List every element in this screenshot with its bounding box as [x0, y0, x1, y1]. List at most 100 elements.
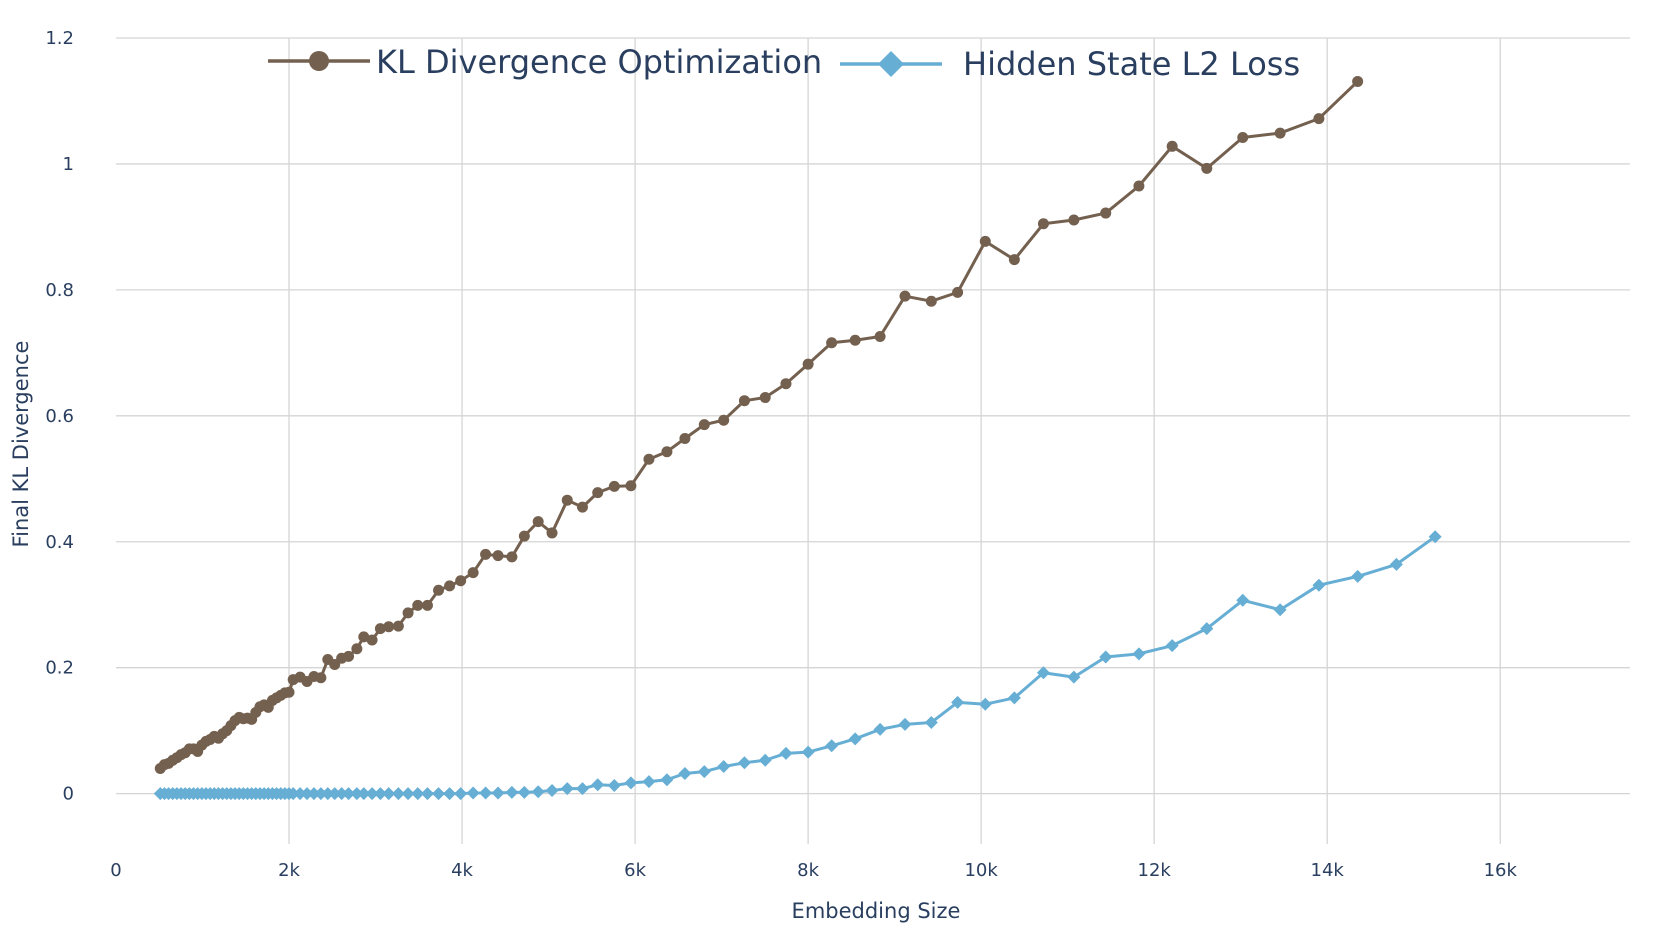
data-point[interactable]: [952, 286, 964, 298]
data-point[interactable]: [506, 551, 518, 563]
data-point[interactable]: [1237, 131, 1249, 143]
data-point[interactable]: [592, 487, 604, 499]
data-point[interactable]: [1273, 603, 1287, 617]
data-point[interactable]: [1166, 140, 1178, 152]
data-point[interactable]: [455, 575, 467, 587]
data-point[interactable]: [491, 786, 505, 800]
data-point[interactable]: [357, 787, 371, 801]
data-point[interactable]: [1067, 670, 1081, 684]
data-point[interactable]: [825, 739, 839, 753]
data-point[interactable]: [978, 697, 992, 711]
data-point[interactable]: [661, 446, 673, 458]
data-point[interactable]: [561, 494, 573, 506]
data-point[interactable]: [759, 392, 771, 404]
data-point[interactable]: [924, 715, 938, 729]
data-point[interactable]: [401, 787, 415, 801]
data-point[interactable]: [873, 722, 887, 736]
data-point[interactable]: [443, 787, 457, 801]
data-point[interactable]: [479, 786, 493, 800]
data-point[interactable]: [779, 746, 793, 760]
data-point[interactable]: [679, 432, 691, 444]
data-point[interactable]: [591, 778, 605, 792]
data-point[interactable]: [576, 501, 588, 513]
data-point[interactable]: [925, 295, 937, 307]
data-point[interactable]: [1274, 127, 1286, 139]
legend-item-kl[interactable]: KL Divergence Optimization: [268, 43, 822, 81]
data-point[interactable]: [467, 567, 479, 579]
data-point[interactable]: [343, 650, 355, 662]
data-point[interactable]: [546, 527, 558, 539]
data-point[interactable]: [286, 787, 300, 801]
data-point[interactable]: [328, 787, 342, 801]
data-point[interactable]: [1428, 530, 1442, 544]
data-point[interactable]: [374, 623, 386, 635]
data-point[interactable]: [321, 787, 335, 801]
data-point[interactable]: [607, 778, 621, 792]
data-point[interactable]: [826, 337, 838, 349]
data-point[interactable]: [433, 584, 445, 596]
data-point[interactable]: [466, 786, 480, 800]
data-point[interactable]: [608, 480, 620, 492]
data-point[interactable]: [373, 787, 387, 801]
data-point[interactable]: [314, 787, 328, 801]
data-point[interactable]: [698, 419, 710, 431]
data-point[interactable]: [737, 756, 751, 770]
data-point[interactable]: [660, 773, 674, 787]
data-point[interactable]: [518, 530, 530, 542]
data-point[interactable]: [545, 783, 559, 797]
data-point[interactable]: [454, 787, 468, 801]
data-point[interactable]: [421, 599, 433, 611]
data-point[interactable]: [283, 686, 295, 698]
data-point[interactable]: [1133, 180, 1145, 192]
data-point[interactable]: [899, 290, 911, 302]
data-point[interactable]: [342, 787, 356, 801]
data-point[interactable]: [874, 330, 886, 342]
data-point[interactable]: [382, 787, 396, 801]
data-point[interactable]: [738, 395, 750, 407]
data-point[interactable]: [358, 631, 370, 643]
data-point[interactable]: [560, 782, 574, 796]
data-point[interactable]: [643, 453, 655, 465]
data-point[interactable]: [480, 548, 492, 560]
data-point[interactable]: [293, 787, 307, 801]
data-point[interactable]: [979, 235, 991, 247]
data-point[interactable]: [1236, 593, 1250, 607]
data-point[interactable]: [1037, 218, 1049, 230]
data-point[interactable]: [350, 787, 364, 801]
data-point[interactable]: [351, 643, 363, 655]
data-point[interactable]: [412, 599, 424, 611]
data-point[interactable]: [1068, 214, 1080, 226]
legend-item-l2[interactable]: Hidden State L2 Loss: [840, 45, 1300, 83]
data-point[interactable]: [1200, 622, 1214, 636]
data-point[interactable]: [505, 785, 519, 799]
data-point[interactable]: [1389, 557, 1403, 571]
data-point[interactable]: [1036, 666, 1050, 680]
data-point[interactable]: [420, 787, 434, 801]
data-point[interactable]: [642, 775, 656, 789]
data-point[interactable]: [1165, 639, 1179, 653]
data-point[interactable]: [307, 787, 321, 801]
data-point[interactable]: [365, 787, 379, 801]
data-point[interactable]: [492, 550, 504, 562]
data-point[interactable]: [444, 580, 456, 592]
data-point[interactable]: [678, 766, 692, 780]
data-point[interactable]: [624, 776, 638, 790]
data-point[interactable]: [718, 414, 730, 426]
data-point[interactable]: [1007, 691, 1021, 705]
data-point[interactable]: [848, 732, 862, 746]
data-point[interactable]: [717, 760, 731, 774]
data-point[interactable]: [1201, 162, 1213, 174]
data-point[interactable]: [411, 787, 425, 801]
data-point[interactable]: [1008, 254, 1020, 266]
data-point[interactable]: [1312, 578, 1326, 592]
data-point[interactable]: [517, 785, 531, 799]
data-point[interactable]: [1100, 207, 1112, 219]
data-point[interactable]: [802, 358, 814, 370]
data-point[interactable]: [335, 787, 349, 801]
data-point[interactable]: [1313, 113, 1325, 125]
data-point[interactable]: [402, 607, 414, 619]
data-point[interactable]: [300, 787, 314, 801]
data-point[interactable]: [697, 765, 711, 779]
data-point[interactable]: [1351, 569, 1365, 583]
data-point[interactable]: [625, 480, 637, 492]
